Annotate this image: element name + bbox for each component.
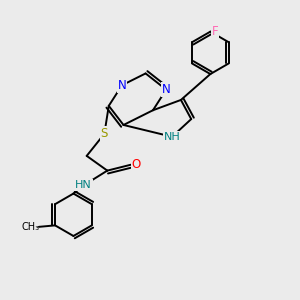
Text: CH₃: CH₃	[22, 222, 40, 232]
Text: NH: NH	[164, 132, 181, 142]
Text: N: N	[162, 83, 171, 96]
Text: F: F	[212, 25, 218, 38]
Text: O: O	[131, 158, 141, 171]
Text: N: N	[118, 79, 126, 92]
Text: HN: HN	[75, 180, 92, 190]
Text: S: S	[101, 127, 108, 140]
